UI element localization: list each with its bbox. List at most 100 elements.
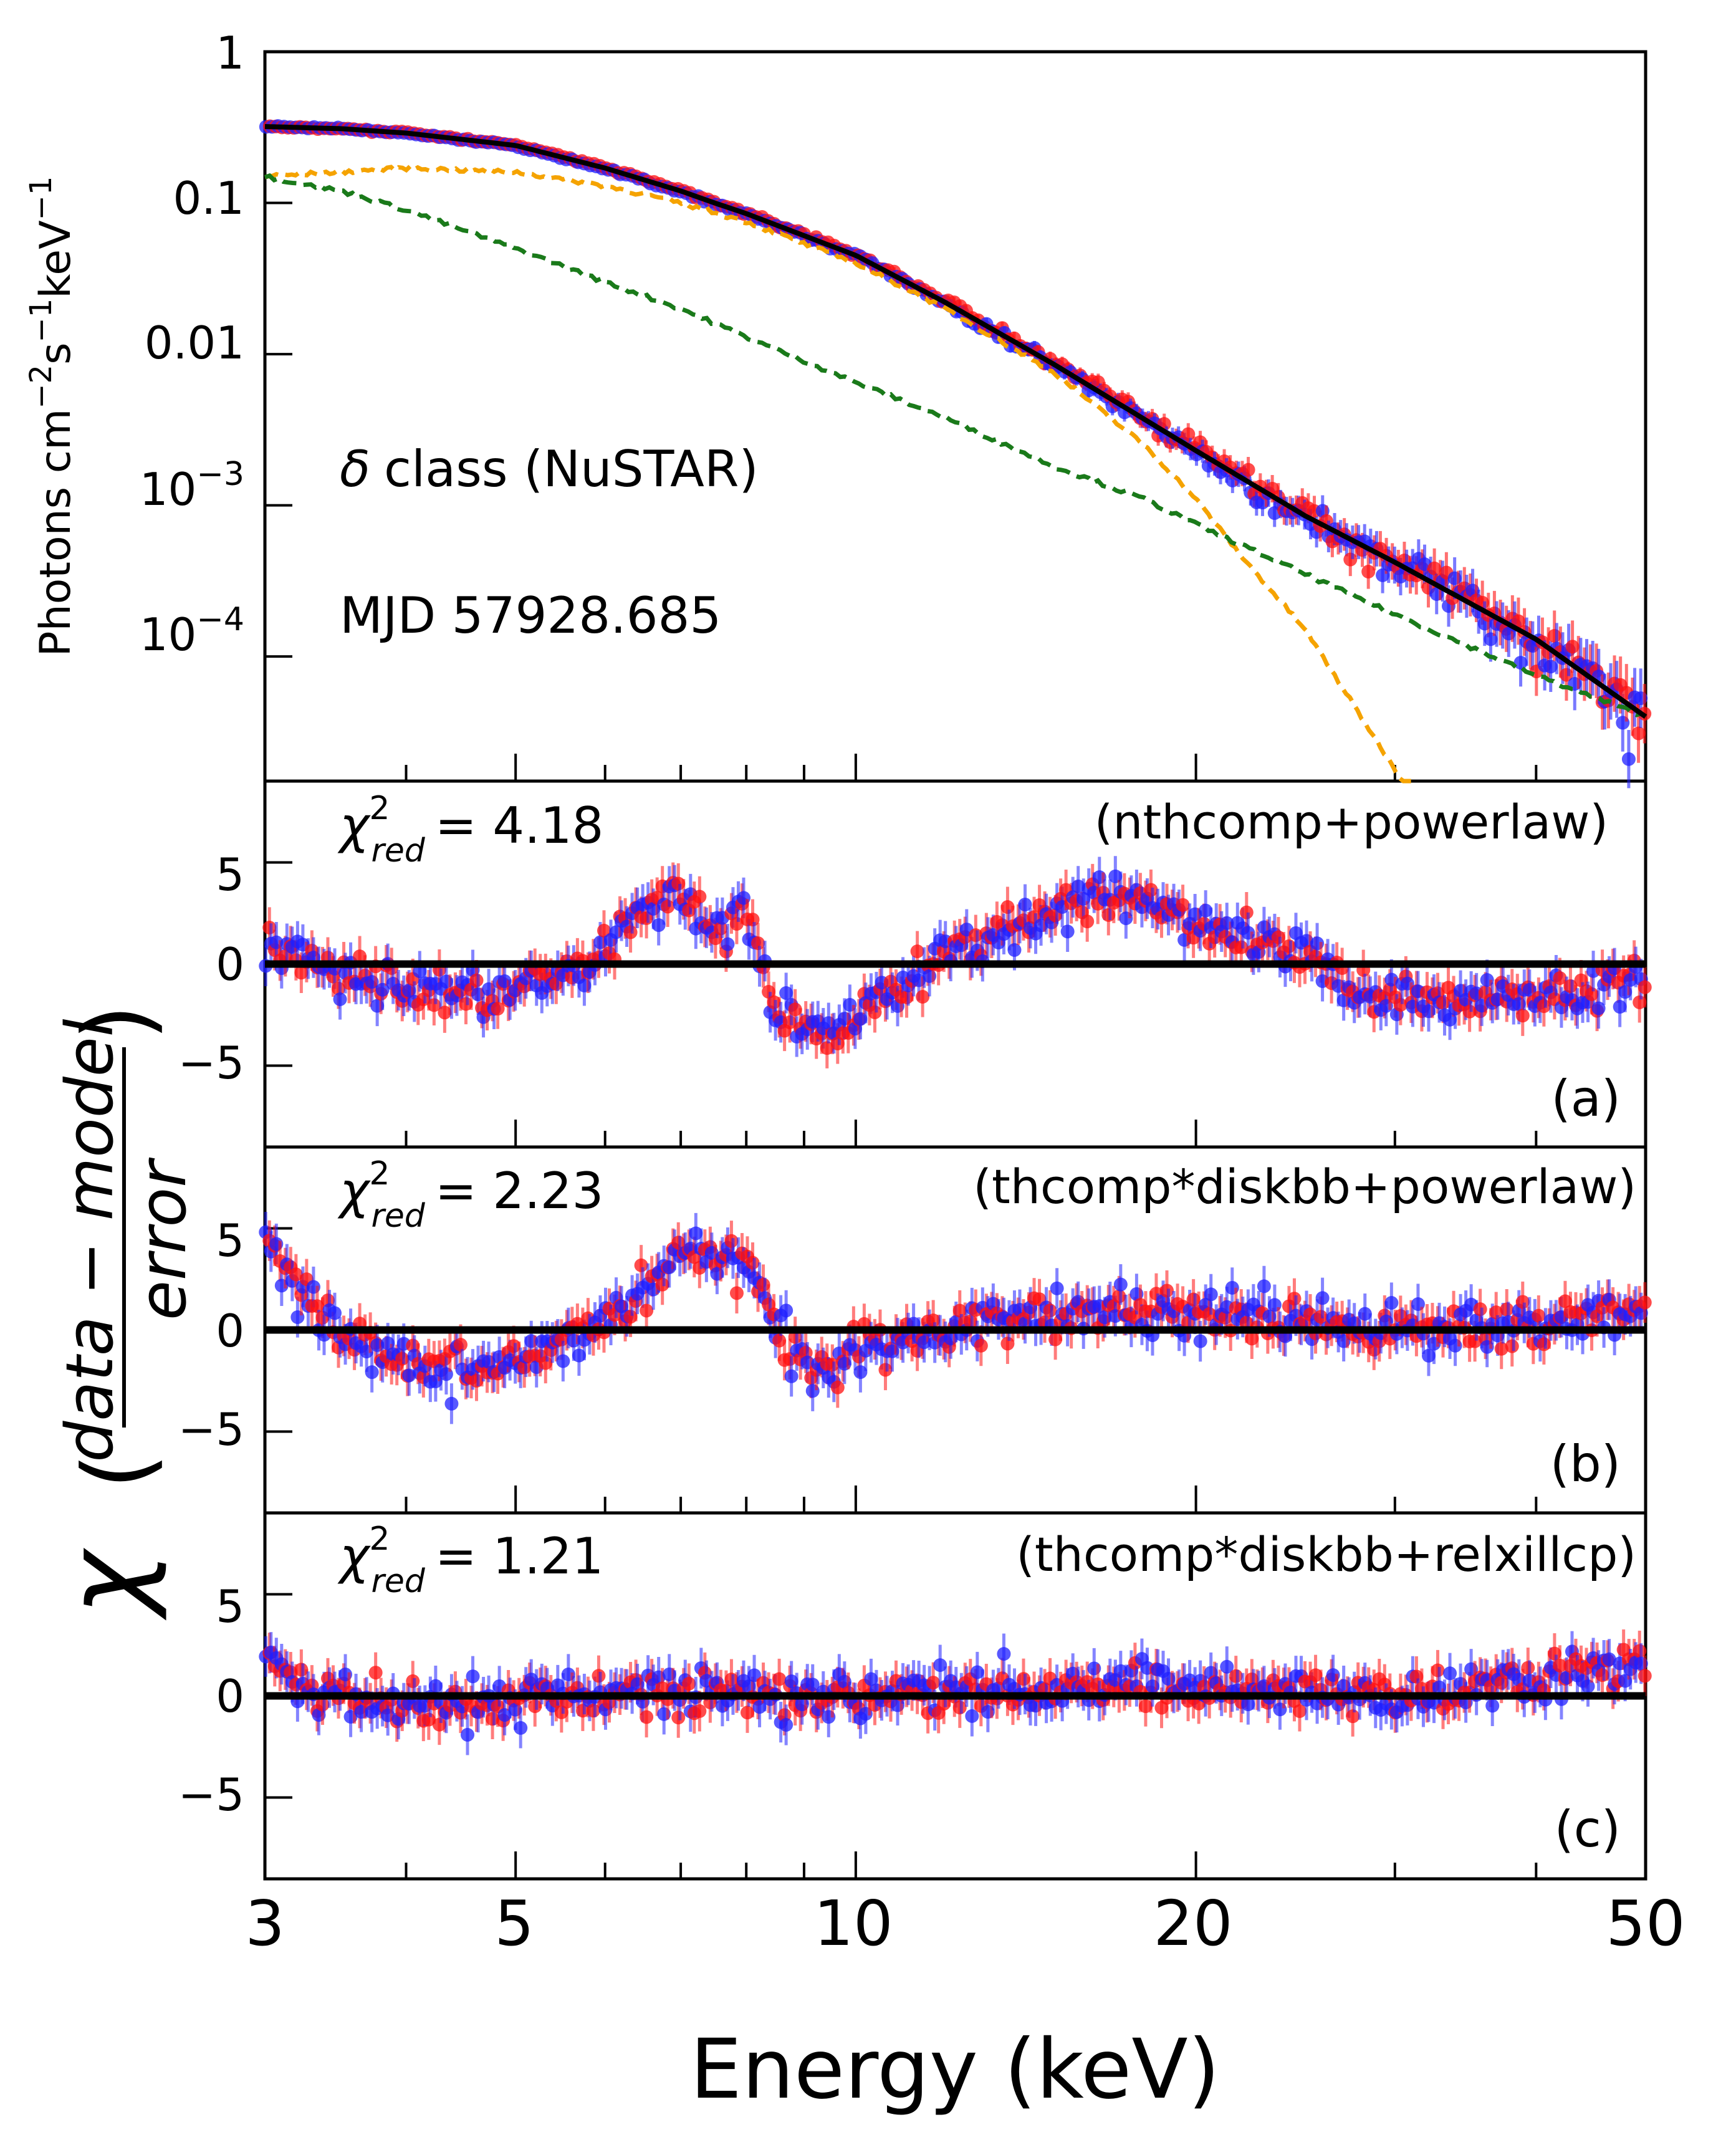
- panel-tag-b: (b): [1550, 1435, 1621, 1493]
- fpmb-residual-point: [395, 1351, 410, 1366]
- fpma-residual-point: [1358, 1307, 1372, 1321]
- fpmb-residual-point: [1585, 987, 1599, 1001]
- fpma-residual-point: [1018, 898, 1032, 912]
- fpmb-residual-point: [1563, 979, 1578, 993]
- fpma-residual-point: [997, 1647, 1011, 1661]
- class-symbol: δ: [340, 440, 370, 498]
- fpmb-residual-point: [1048, 1332, 1063, 1346]
- fpmb-residual-point: [820, 1041, 834, 1055]
- model-label-b: (thcomp*diskbb+powerlaw): [973, 1159, 1636, 1214]
- fpma-residual-point: [497, 1708, 512, 1722]
- total-model-line: [264, 124, 1647, 719]
- fpma-residual-point: [556, 1354, 570, 1368]
- class-text: class (NuSTAR): [384, 440, 759, 498]
- fpma-residual-point: [651, 918, 666, 933]
- residual-y-tick-labels: 5 0 −5 5 0 −5 5 0 −5: [178, 848, 244, 1821]
- res-c-tick-0: 0: [216, 1670, 244, 1722]
- fpma-residual-point: [460, 1727, 474, 1742]
- chi-sup: 2: [369, 1520, 390, 1558]
- fpmb-residual-point: [421, 1712, 436, 1727]
- fpmb-residual-point: [432, 1717, 446, 1732]
- fpmb-residual-point: [899, 990, 914, 1004]
- fpma-residual-point: [1113, 1277, 1128, 1292]
- fpmb-residual-point: [926, 1676, 941, 1690]
- fpmb-data-point: [1565, 640, 1580, 654]
- panel-b-annotations: χ2 red = 2.23 (thcomp*diskbb+powerlaw) (b): [337, 1155, 1636, 1493]
- fpma-residual-point: [1007, 943, 1022, 957]
- model-label-a: (nthcomp+powerlaw): [1095, 794, 1608, 850]
- fpmb-residual-point: [746, 913, 760, 927]
- fpmb-residual-point: [1500, 1302, 1514, 1317]
- fpmb-residual-point: [1515, 1295, 1530, 1309]
- x-tick-label-20: 20: [1153, 1887, 1232, 1960]
- fpmb-residual-point: [1000, 900, 1015, 914]
- fpmb-residual-point: [1144, 883, 1158, 897]
- fpmb-residual-point: [586, 1704, 600, 1718]
- fpmb-residual-point: [767, 995, 781, 1009]
- x-tick-label-5: 5: [494, 1887, 534, 1960]
- fpma-residual-point: [965, 1709, 979, 1723]
- fpmb-residual-point: [671, 1711, 686, 1725]
- fpmb-data-point: [1361, 565, 1376, 579]
- x-tick-label-10: 10: [813, 1887, 893, 1960]
- spectrum-y-axis-label: Photons cm−2s−1keV−1: [24, 176, 80, 657]
- fpma-residual-point: [365, 1365, 379, 1380]
- spectrum-plot: [259, 119, 1652, 789]
- fpma-residual-point: [444, 1396, 459, 1411]
- fpmb-residual-point: [655, 1681, 669, 1696]
- fpma-residual-point: [375, 982, 390, 997]
- fpmb-data-point: [1181, 427, 1196, 441]
- fpmb-residual-point: [517, 1360, 532, 1375]
- fpmb-residual-point: [640, 1710, 654, 1724]
- fpma-residual-point: [333, 992, 347, 1006]
- y-tick-label-0.01: 0.01: [145, 317, 244, 369]
- fpmb-residual-point: [1553, 1658, 1567, 1673]
- ylabel-part-2: s: [31, 342, 80, 364]
- fpmb-residual-point: [1176, 898, 1190, 912]
- fpma-residual-point: [805, 1677, 820, 1692]
- fpmb-residual-point: [469, 1373, 484, 1388]
- fpmb-residual-point: [661, 900, 675, 914]
- fpmb-residual-point: [262, 921, 277, 935]
- fpmb-residual-point: [332, 981, 346, 996]
- panel-c-annotations: χ2 red = 1.21 (thcomp*diskbb+relxillcp) (c…: [337, 1520, 1636, 1858]
- fpmb-residual-point: [1091, 1677, 1105, 1691]
- residual-ylabel-denominator: error: [125, 1157, 201, 1320]
- fpmb-residual-point: [438, 1006, 452, 1020]
- fpmb-residual-point: [640, 1303, 654, 1318]
- fpmb-residual-point: [1505, 1339, 1519, 1353]
- fpmb-residual-point: [1112, 1289, 1126, 1303]
- fpmb-residual-point: [554, 1705, 568, 1719]
- fpma-residual-point: [970, 1665, 984, 1679]
- fpmb-residual-point: [1521, 1661, 1535, 1675]
- fpmb-residual-point: [868, 1005, 882, 1019]
- chi-red-b: χ2 red = 2.23: [337, 1155, 603, 1235]
- fpma-residual-point: [853, 1012, 868, 1026]
- residual-ylabel-close-paren: ): [64, 1004, 172, 1041]
- residuals-c-plot: [259, 1629, 1652, 1755]
- model-label-c: (thcomp*diskbb+relxillcp): [1016, 1527, 1636, 1582]
- fpmb-residual-point: [592, 1669, 606, 1683]
- fpmb-residual-point: [1245, 1332, 1259, 1346]
- x-axis-label: Energy (keV): [690, 2022, 1220, 2118]
- fpmb-residual-point: [1239, 1315, 1254, 1330]
- fpmb-residual-point: [1494, 1341, 1508, 1356]
- fpmb-residual-point: [1271, 930, 1285, 944]
- fpmb-residual-point: [623, 925, 638, 939]
- res-a-tick-0: 0: [216, 938, 244, 991]
- fpmb-residual-point: [746, 1255, 760, 1270]
- fpmb-residual-point: [714, 921, 728, 936]
- fpma-data-point: [1513, 656, 1528, 670]
- fpma-residual-point: [1421, 1348, 1436, 1363]
- fpmb-residual-point: [1138, 1699, 1153, 1714]
- fpmb-residual-point: [1558, 1294, 1572, 1308]
- res-a-tick-5: 5: [216, 848, 244, 901]
- fpmb-residual-point: [830, 1036, 845, 1050]
- x-tick-label-50: 50: [1606, 1887, 1685, 1960]
- res-b-tick-m5: −5: [178, 1403, 244, 1456]
- ylabel-exp-3: −1: [24, 176, 59, 221]
- fpmb-residual-point: [528, 1699, 542, 1714]
- chi-symbol: χ: [337, 1162, 371, 1220]
- res-b-tick-0: 0: [216, 1305, 244, 1357]
- fpma-residual-point: [1591, 1001, 1606, 1015]
